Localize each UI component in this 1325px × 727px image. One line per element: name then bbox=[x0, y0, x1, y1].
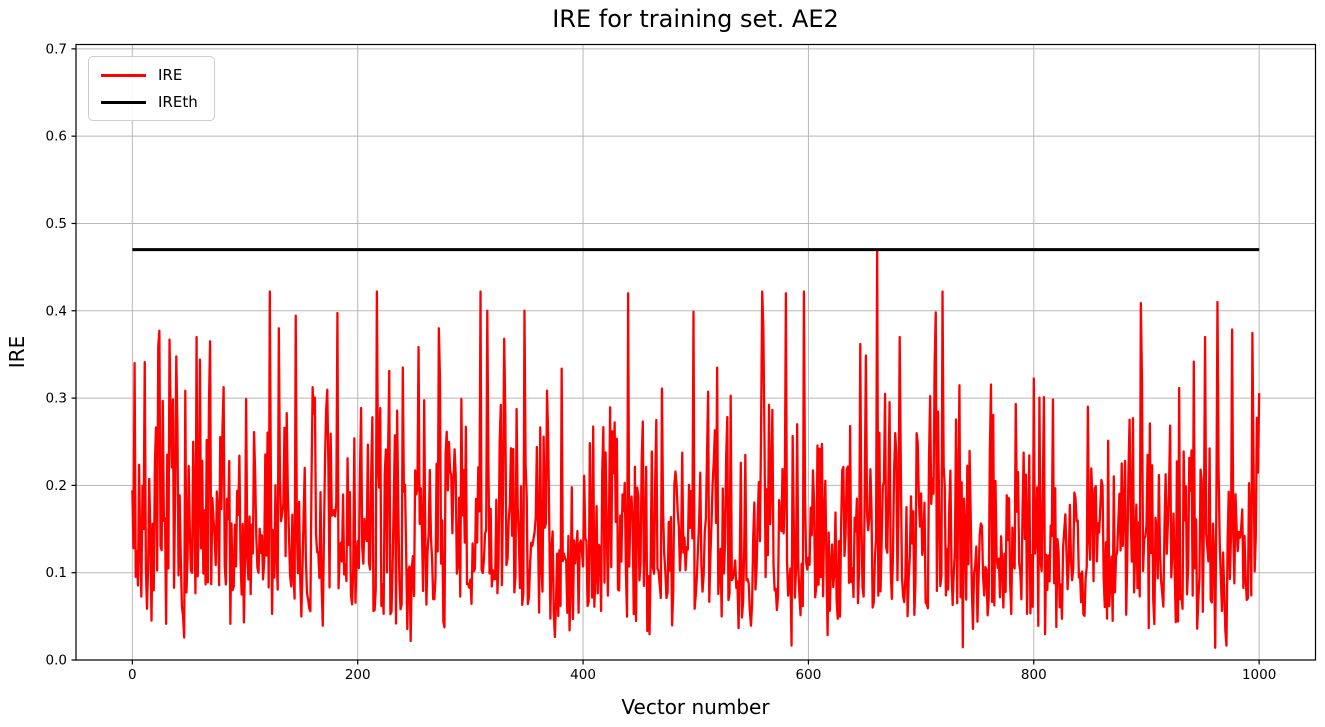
legend-label-ireth: IREth bbox=[158, 93, 198, 111]
y-tick-label: 0.5 bbox=[46, 216, 67, 232]
y-axis-label: IRE bbox=[5, 335, 29, 369]
legend-item-ireth: IREth bbox=[101, 93, 198, 111]
x-tick-label: 1000 bbox=[1242, 667, 1276, 683]
y-tick-label: 0.6 bbox=[46, 129, 67, 145]
x-tick-label: 200 bbox=[345, 667, 371, 683]
y-tick-label: 0.2 bbox=[46, 478, 67, 494]
chart-title: IRE for training set. AE2 bbox=[552, 5, 839, 33]
y-tick-label: 0.4 bbox=[46, 303, 67, 319]
y-tick-label: 0.7 bbox=[46, 41, 67, 57]
y-tick-label: 0.3 bbox=[46, 391, 67, 407]
ire-line-sample-icon bbox=[101, 73, 146, 77]
legend-label-ire: IRE bbox=[158, 66, 183, 84]
x-tick-label: 400 bbox=[570, 667, 596, 683]
x-axis-label: Vector number bbox=[621, 695, 770, 719]
ire-series-line bbox=[131, 248, 1261, 649]
ireth-line-sample-icon bbox=[101, 100, 146, 104]
x-tick-label: 800 bbox=[1021, 667, 1047, 683]
legend-box: IRE IREth bbox=[88, 56, 215, 121]
legend-item-ire: IRE bbox=[101, 66, 198, 84]
y-tick-label: 0.1 bbox=[46, 565, 67, 581]
x-tick-label: 0 bbox=[128, 667, 137, 683]
axes-spines bbox=[75, 43, 1317, 661]
y-tick-label: 0.0 bbox=[46, 653, 67, 669]
x-tick-label: 600 bbox=[796, 667, 822, 683]
